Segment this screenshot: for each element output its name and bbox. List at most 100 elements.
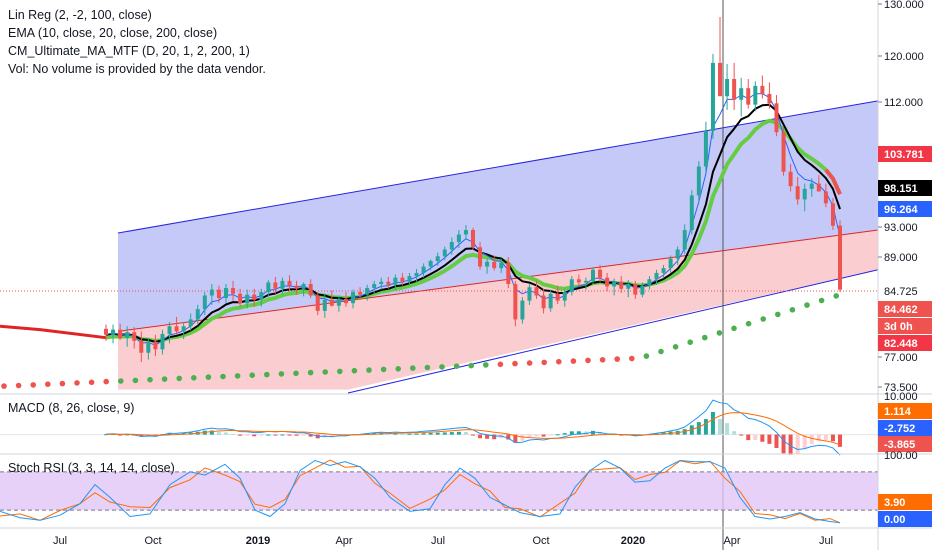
candle: [456, 230, 461, 248]
ma200-dot: [643, 353, 650, 359]
candle-body: [414, 272, 419, 277]
candle: [449, 237, 454, 255]
candle: [132, 327, 137, 349]
macd-histogram-bar: [830, 434, 835, 442]
time-tick-label: Apr: [723, 535, 740, 547]
candle-body: [238, 293, 243, 304]
candle-body: [485, 261, 490, 267]
ma200-dot: [132, 377, 139, 384]
ma200-dot: [322, 369, 329, 375]
ma200-dot: [570, 358, 577, 364]
price-tick-label: 93.000: [884, 222, 918, 234]
candle: [167, 321, 172, 344]
macd-histogram-bar: [576, 431, 581, 435]
macd-histogram-bar: [336, 434, 341, 437]
macd-histogram-bar: [795, 434, 800, 455]
candle-body: [682, 230, 687, 250]
candle-body: [478, 247, 483, 267]
candle-body: [308, 284, 313, 296]
price-tick-label: 130.000: [884, 0, 924, 11]
time-tick-label: Oct: [144, 535, 161, 547]
candle-body: [153, 341, 158, 350]
ma200-dot: [702, 334, 708, 341]
candle: [802, 183, 807, 212]
macd-histogram-bar: [442, 432, 447, 435]
macd-histogram-bar: [541, 434, 546, 437]
ma200-dot: [380, 366, 387, 373]
candle: [816, 175, 821, 192]
candle: [647, 276, 652, 290]
candle: [633, 280, 638, 299]
price-axis: 130.000 120.000 112.000 93.000 89.000 77.000 7…: [877, 0, 932, 550]
candle: [181, 321, 186, 340]
stoch-rsi-legend[interactable]: Stoch RSI (3, 3, 14, 14, close): [8, 461, 175, 475]
candle-body: [696, 166, 701, 196]
candle-body: [174, 326, 179, 332]
candle: [400, 272, 405, 286]
macd-legend[interactable]: MACD (8, 26, close, 9): [8, 401, 135, 415]
ema-legend[interactable]: EMA (10, close, 20, close, 200, close): [8, 26, 218, 40]
macd-badge: [878, 403, 932, 419]
macd-histogram-bar: [421, 433, 426, 435]
cm-ma-legend[interactable]: CM_Ultimate_MA_MTF (D, 20, 1, 2, 200, 1): [8, 44, 250, 58]
macd-histogram-bar: [104, 434, 108, 436]
candle: [732, 62, 737, 110]
candle-body: [675, 249, 680, 259]
price-badge-label: 103.781: [884, 149, 924, 161]
macd-histogram-bar: [562, 433, 567, 435]
macd-histogram-bar: [513, 434, 518, 443]
linreg-mid-line: [117, 229, 879, 332]
candle-body: [760, 85, 765, 94]
candle-body: [788, 171, 793, 187]
macd-histogram-bar: [428, 432, 433, 435]
candle: [463, 225, 468, 240]
candle-body: [527, 287, 532, 301]
candle-body: [830, 203, 835, 226]
ma200-dot: [687, 339, 693, 346]
ma200-dot: [366, 367, 372, 373]
price-badge-label: 82.448: [884, 338, 918, 350]
stoch-tick-label: 100.00: [884, 450, 918, 462]
macd-badge-label: -2.752: [884, 423, 915, 435]
linreg-legend[interactable]: Lin Reg (2, -2, 100, close): [8, 8, 152, 22]
candle: [485, 258, 490, 274]
candle-body: [689, 195, 694, 230]
time-axis: Jul Oct 2019 Apr Jul Oct 2020 Apr Jul: [0, 527, 932, 547]
candle-body: [569, 279, 574, 293]
linreg-upper-fill: [118, 100, 878, 332]
candle-body: [209, 289, 214, 296]
macd-histogram-bar: [569, 431, 574, 435]
candle: [654, 269, 659, 285]
ma200-dot: [760, 316, 766, 322]
candle: [562, 288, 567, 307]
macd-histogram-bar: [414, 433, 419, 435]
candle-body: [746, 88, 751, 105]
macd-histogram-bar: [471, 434, 475, 436]
candle: [245, 289, 250, 309]
candle: [379, 277, 384, 290]
candle-body: [583, 280, 588, 283]
candle: [838, 220, 842, 293]
candle-body: [132, 332, 137, 341]
price-badge-label: 98.151: [884, 183, 918, 195]
candle-body: [351, 292, 356, 304]
candle-body: [562, 292, 567, 301]
ma200-dot: [512, 360, 518, 367]
candle-body: [223, 288, 228, 299]
candle-body: [753, 85, 758, 105]
stoch-badge: [878, 511, 932, 527]
candle-body: [548, 293, 553, 309]
ma200-dot: [220, 373, 226, 380]
candle-body: [322, 299, 327, 311]
cm-ma-stub: [0, 324, 107, 340]
candle: [760, 75, 765, 99]
candle: [118, 323, 123, 340]
candle-body: [534, 287, 539, 296]
candle: [682, 224, 687, 254]
candle-body: [266, 282, 271, 293]
time-tick-label: 2019: [246, 535, 270, 547]
candle: [675, 246, 680, 265]
candle: [767, 82, 772, 109]
ma200-dot: [439, 364, 445, 370]
